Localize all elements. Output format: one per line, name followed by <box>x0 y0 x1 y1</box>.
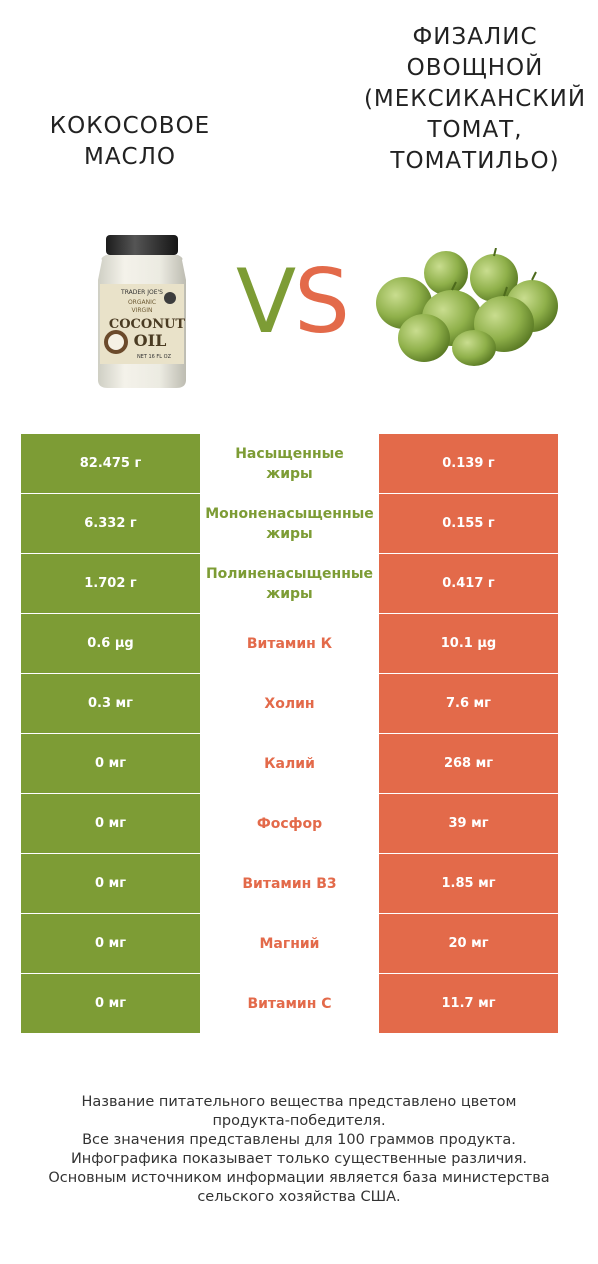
table-row: 1.702 г Полиненасыщенные жиры 0.417 г <box>21 554 558 614</box>
nutrient-name: Холин <box>200 674 379 733</box>
nutrient-name: Витамин B3 <box>200 854 379 913</box>
coconut-oil-jar-image: TRADER JOE'S ORGANIC VIRGIN COCONUT OIL … <box>98 235 186 388</box>
footer-notes: Название питательного вещества представл… <box>20 1093 578 1207</box>
nutrient-name: Витамин C <box>200 974 379 1033</box>
right-value: 11.7 мг <box>379 974 558 1033</box>
tomatillo-image <box>376 248 558 366</box>
table-row: 0.6 µg Витамин К 10.1 µg <box>21 614 558 674</box>
right-value: 7.6 мг <box>379 674 558 733</box>
table-row: 82.475 г Насыщенные жиры 0.139 г <box>21 434 558 494</box>
nutrient-name: Фосфор <box>200 794 379 853</box>
footer-line: продукта-победителя. <box>212 1113 386 1129</box>
table-row: 0 мг Магний 20 мг <box>21 914 558 974</box>
nutrient-name: Мононенасыщенные жиры <box>200 494 379 553</box>
nutrient-name-line: Витамин B3 <box>242 875 337 892</box>
vs-v: V <box>235 250 296 353</box>
vs-label: VS <box>222 256 362 348</box>
nutrient-name: Калий <box>200 734 379 793</box>
nutrient-name: Насыщенные жиры <box>200 434 379 493</box>
jar-line3: COCONUT <box>109 317 186 332</box>
left-value: 0.6 µg <box>21 614 200 673</box>
row-divider <box>21 493 200 494</box>
footer-line: Основным источником информации является … <box>48 1170 550 1186</box>
row-divider <box>21 853 200 854</box>
nutrient-name-line: Полиненасыщенные <box>205 565 374 582</box>
left-value: 6.332 г <box>21 494 200 553</box>
comparison-table: 82.475 г Насыщенные жиры 0.139 г 6.332 г Моно… <box>21 434 558 1034</box>
row-divider <box>379 913 558 914</box>
row-divider <box>21 913 200 914</box>
nutrient-name-line: Калий <box>264 755 315 772</box>
nutrient-name-line: жиры <box>266 525 313 542</box>
right-value: 0.139 г <box>379 434 558 493</box>
row-divider <box>379 733 558 734</box>
row-divider <box>21 733 200 734</box>
row-divider <box>379 553 558 554</box>
nutrient-name-line: жиры <box>266 585 313 602</box>
footer-line: сельского хозяйства США. <box>197 1189 401 1205</box>
jar-line4: OIL <box>134 331 167 350</box>
jar-line2: VIRGIN <box>132 307 153 314</box>
right-value: 1.85 мг <box>379 854 558 913</box>
nutrient-name-line: Витамин C <box>247 995 332 1012</box>
left-value: 1.702 г <box>21 554 200 613</box>
row-divider <box>379 853 558 854</box>
right-value: 39 мг <box>379 794 558 853</box>
row-divider <box>21 553 200 554</box>
left-value: 0.3 мг <box>21 674 200 733</box>
right-value: 20 мг <box>379 914 558 973</box>
nutrient-name-line: Насыщенные <box>235 445 344 462</box>
left-value: 0 мг <box>21 974 200 1033</box>
row-divider <box>379 673 558 674</box>
right-value: 10.1 µg <box>379 614 558 673</box>
row-divider <box>21 613 200 614</box>
right-value: 268 мг <box>379 734 558 793</box>
jar-line1: ORGANIC <box>128 299 156 306</box>
row-divider <box>379 493 558 494</box>
nutrient-name-line: Магний <box>259 935 320 952</box>
nutrient-name-line: Холин <box>264 695 315 712</box>
nutrient-name-line: жиры <box>266 465 313 482</box>
table-row: 6.332 г Мононенасыщенные жиры 0.155 г <box>21 494 558 554</box>
table-row: 0 мг Витамин C 11.7 мг <box>21 974 558 1034</box>
jar-brand: TRADER JOE'S <box>120 289 163 296</box>
jar-net: NET 16 FL OZ <box>137 354 172 360</box>
right-product-title: Физалис овощной (Мексиканский томат, том… <box>363 24 587 174</box>
vs-s: S <box>294 250 350 353</box>
nutrient-name: Магний <box>200 914 379 973</box>
row-divider <box>21 793 200 794</box>
left-value: 82.475 г <box>21 434 200 493</box>
right-value: 0.155 г <box>379 494 558 553</box>
row-divider <box>21 673 200 674</box>
left-value: 0 мг <box>21 914 200 973</box>
table-row: 0 мг Фосфор 39 мг <box>21 794 558 854</box>
nutrient-name: Полиненасыщенные жиры <box>200 554 379 613</box>
left-value: 0 мг <box>21 794 200 853</box>
row-divider <box>379 613 558 614</box>
footer-line: Все значения представлены для 100 граммо… <box>82 1132 516 1148</box>
nutrient-name-line: Витамин К <box>246 635 333 652</box>
table-row: 0.3 мг Холин 7.6 мг <box>21 674 558 734</box>
row-divider <box>379 793 558 794</box>
footer-line: Название питательного вещества представл… <box>81 1094 517 1110</box>
row-divider <box>21 973 200 974</box>
nutrient-name: Витамин К <box>200 614 379 673</box>
left-value: 0 мг <box>21 734 200 793</box>
table-row: 0 мг Витамин B3 1.85 мг <box>21 854 558 914</box>
right-value: 0.417 г <box>379 554 558 613</box>
row-divider <box>379 973 558 974</box>
table-row: 0 мг Калий 268 мг <box>21 734 558 794</box>
nutrient-name-line: Мононенасыщенные <box>205 505 374 522</box>
left-value: 0 мг <box>21 854 200 913</box>
left-product-title: Кокосовое масло <box>49 113 211 170</box>
nutrient-name-line: Фосфор <box>256 815 323 832</box>
footer-line: Инфографика показывает только существенн… <box>70 1151 528 1167</box>
